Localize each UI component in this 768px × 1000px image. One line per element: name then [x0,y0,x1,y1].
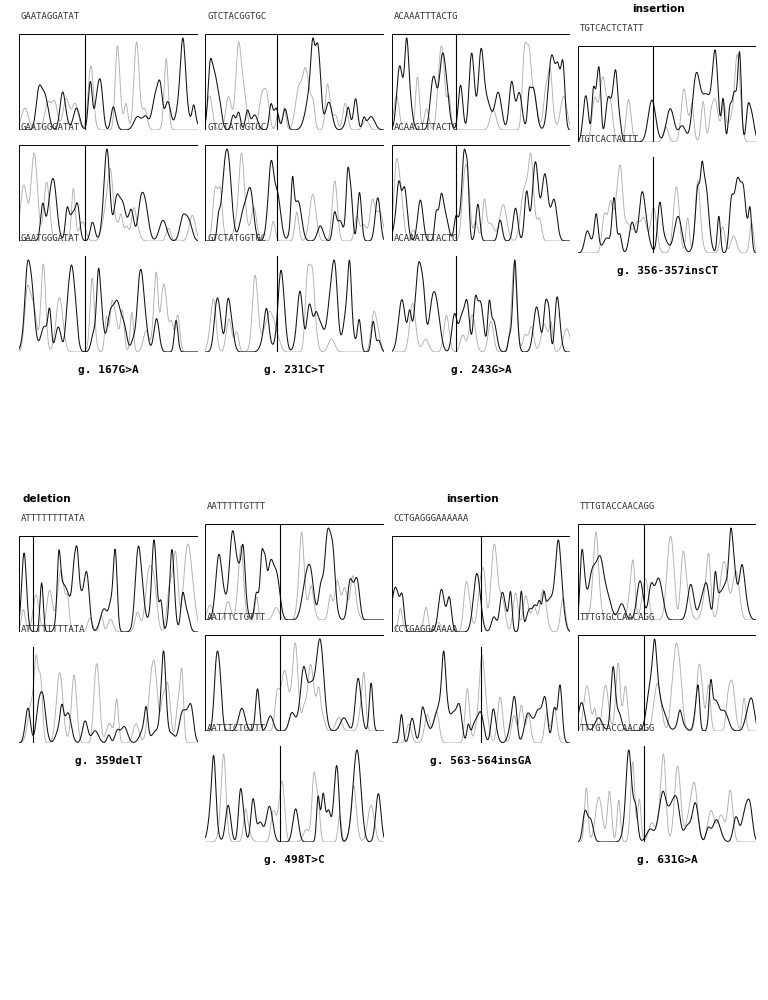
Text: CCTGAGGAAAAA: CCTGAGGAAAAA [393,625,458,634]
Text: AATTTCTGTTT: AATTTCTGTTT [207,724,266,733]
Text: g. 167G>A: g. 167G>A [78,365,139,375]
Text: GTCTACGGTGC: GTCTACGGTGC [207,12,266,21]
Text: g. 231C>T: g. 231C>T [264,365,325,375]
Text: insertion: insertion [445,494,498,504]
Text: CCTGAGGGAAAAAA: CCTGAGGGAAAAAA [393,514,468,523]
Text: g. 356-357insCT: g. 356-357insCT [617,266,718,276]
Text: g. 243G>A: g. 243G>A [451,365,511,375]
Text: GAATGGGATAT: GAATGGGATAT [21,123,80,132]
Text: AATTTCTGTTT: AATTTCTGTTT [207,613,266,622]
Text: GAATAGGATAT: GAATAGGATAT [21,12,80,21]
Text: g. 631G>A: g. 631G>A [637,855,697,865]
Text: g. 359delT: g. 359delT [74,756,142,766]
Text: TTTGTGCCAACAGG: TTTGTGCCAACAGG [580,613,655,622]
Text: insertion: insertion [632,4,684,14]
Text: GTCTATGGTGC: GTCTATGGTGC [207,234,266,243]
Text: TGTCACTATTT: TGTCACTATTT [580,135,639,144]
Text: TTTGTACCAACAGG: TTTGTACCAACAGG [580,724,655,733]
Text: g. 498T>C: g. 498T>C [264,855,325,865]
Text: TGTCACTCTATT: TGTCACTCTATT [580,24,644,33]
Text: TTTGTACCAACAGG: TTTGTACCAACAGG [580,502,655,511]
Text: ACAAATTTACTG: ACAAATTTACTG [393,234,458,243]
Text: deletion: deletion [23,494,71,504]
Text: ACAAATTTACTG: ACAAATTTACTG [393,12,458,21]
Text: GTCTATGGTGC: GTCTATGGTGC [207,123,266,132]
Text: g. 563-564insGA: g. 563-564insGA [430,756,531,766]
Text: ATTTTTTTTATA: ATTTTTTTTATA [21,514,85,523]
Text: ACAAGTTTACTG: ACAAGTTTACTG [393,123,458,132]
Text: AATTTTTGTTT: AATTTTTGTTT [207,502,266,511]
Text: ATTTTTTTTATA: ATTTTTTTTATA [21,625,85,634]
Text: GAATGGGATAT: GAATGGGATAT [21,234,80,243]
